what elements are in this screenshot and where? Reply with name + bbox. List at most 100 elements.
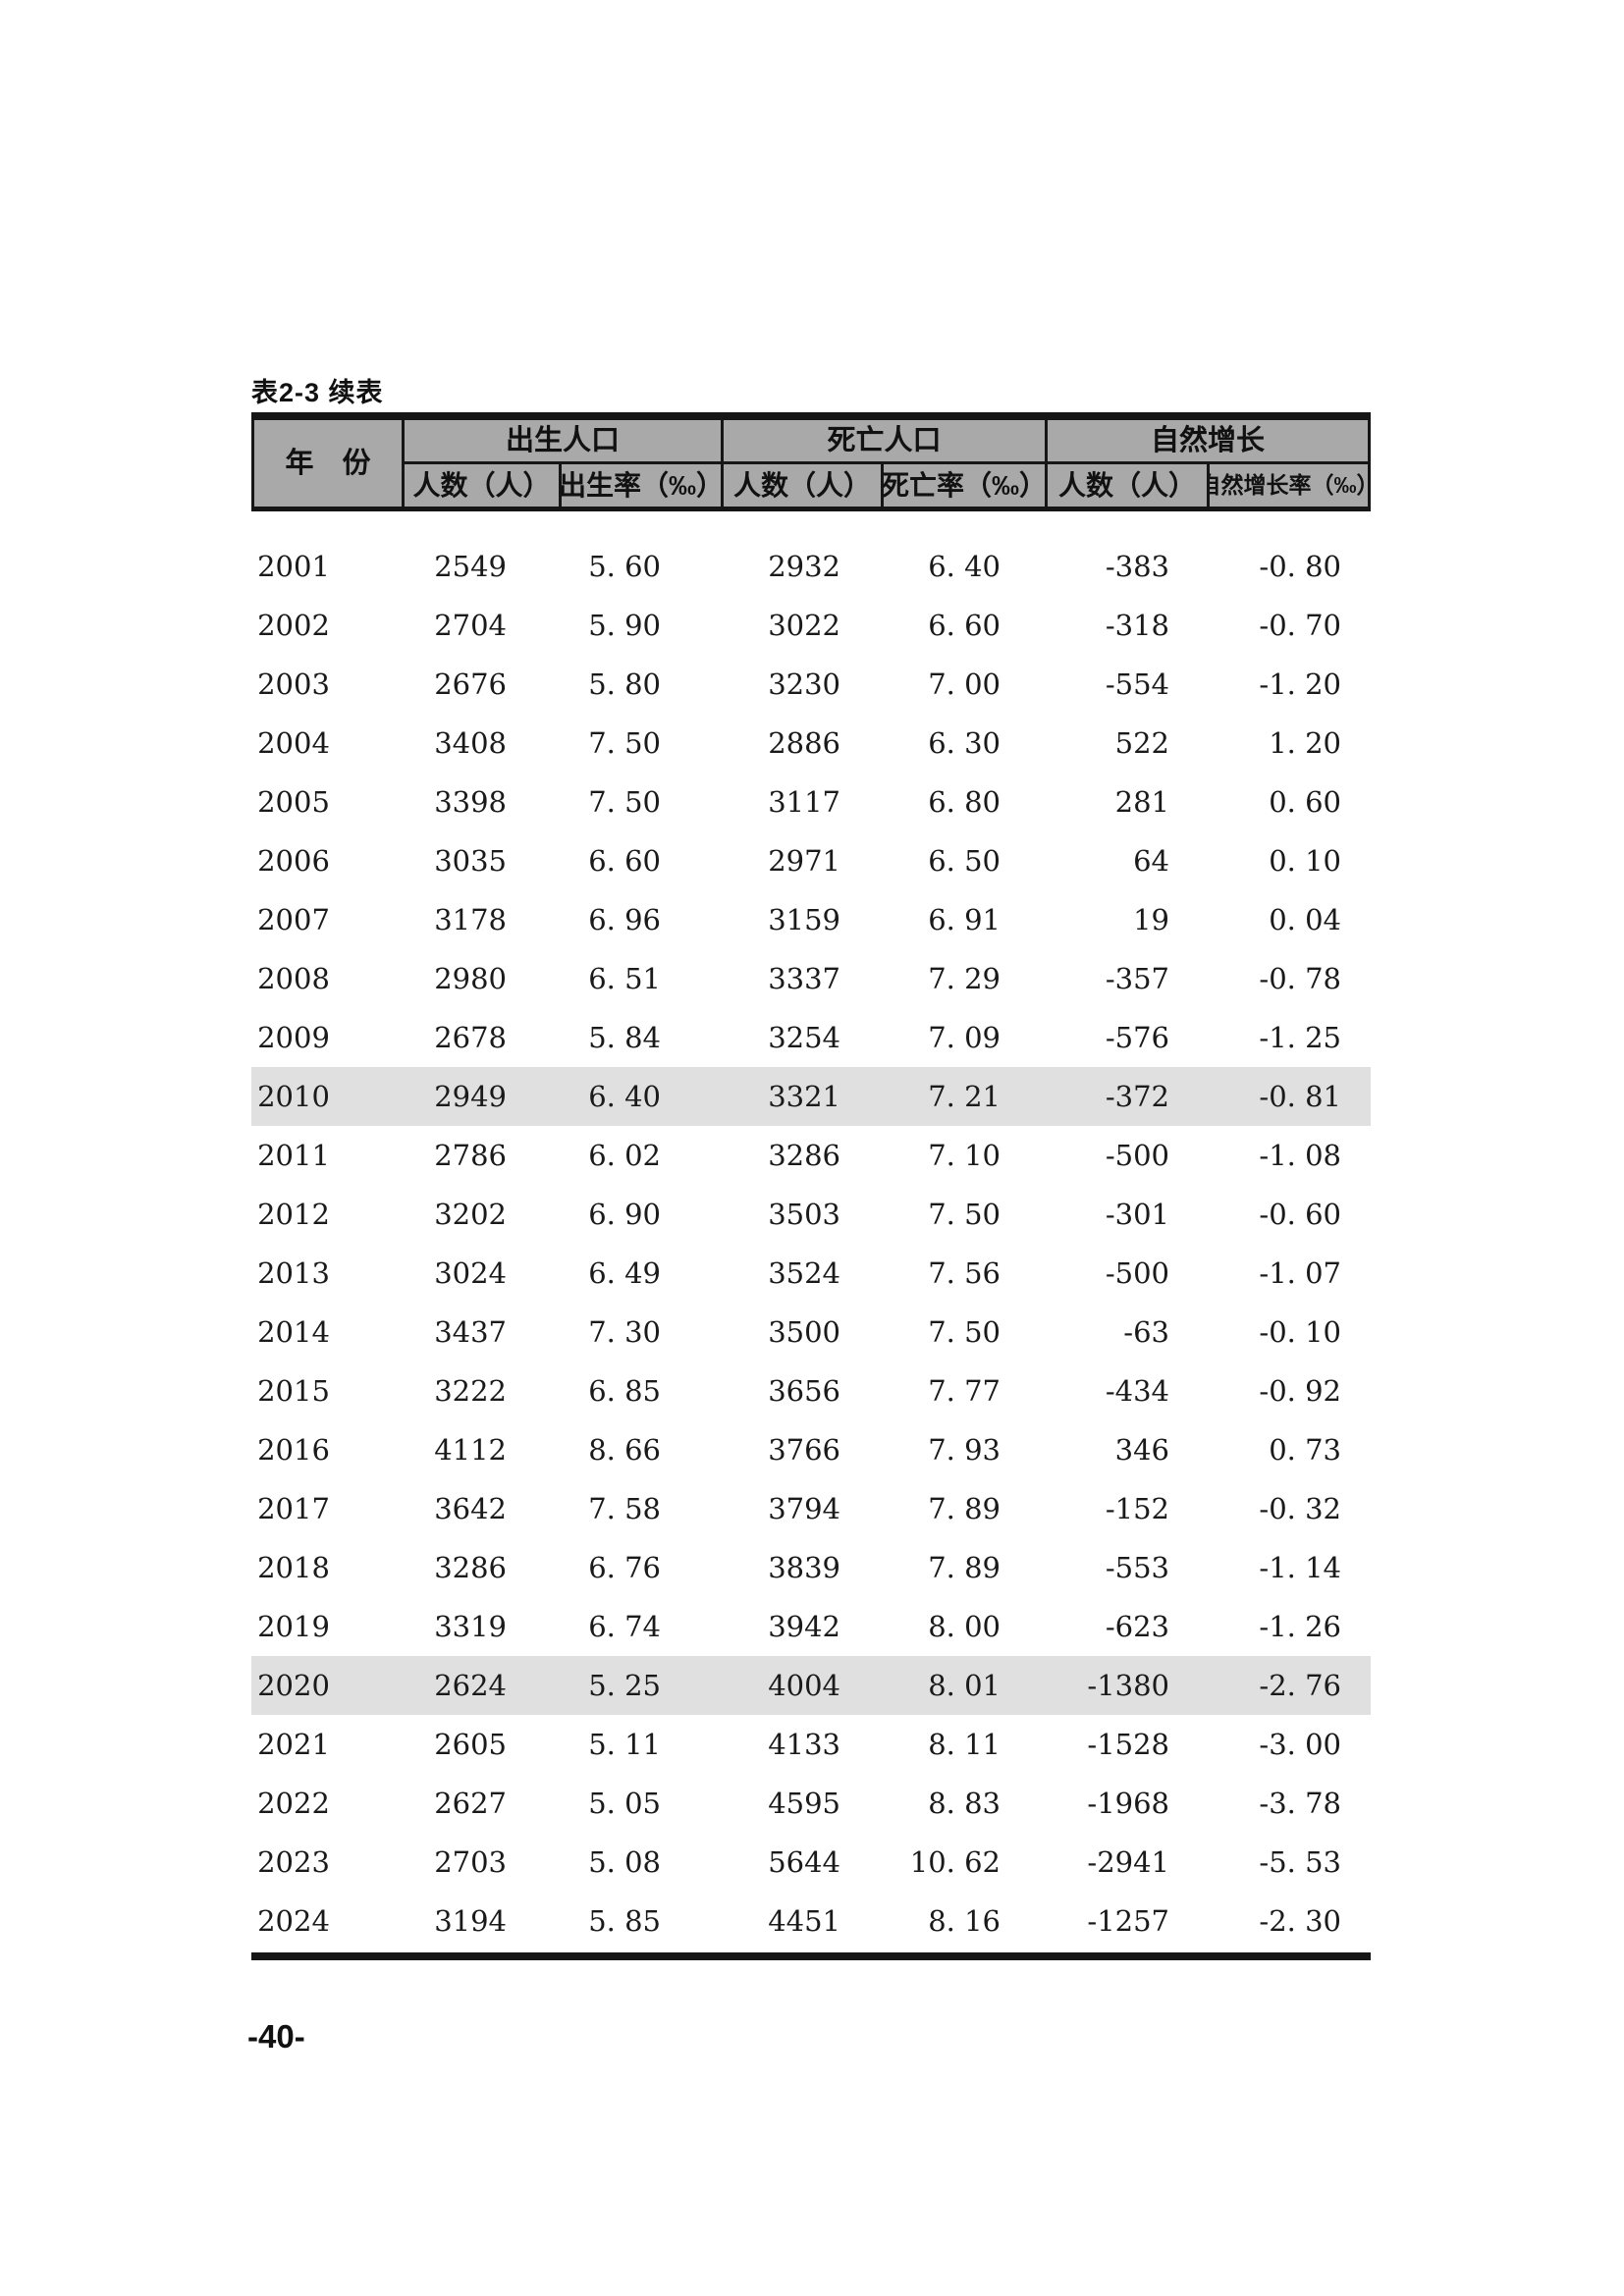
table-row: 2018 3286 6. 76 3839 7. 89 -553 -1. 14: [251, 1538, 1371, 1597]
birth-rate-cell: 7. 58: [588, 1491, 661, 1525]
death-rate-cell: 7. 50: [928, 1197, 1001, 1231]
birth-rate-cell: 5. 85: [588, 1903, 661, 1938]
death-rate-cell: 7. 21: [928, 1079, 1001, 1113]
growth-rate-cell: -5. 53: [1259, 1844, 1341, 1879]
growth-count-cell: -576: [1105, 1020, 1169, 1054]
birth-count-cell: 3222: [434, 1373, 507, 1408]
birth-rate-cell: 6. 51: [588, 961, 661, 995]
death-rate-cell: 6. 91: [928, 902, 1001, 936]
growth-count-cell: -434: [1105, 1373, 1169, 1408]
growth-rate-cell: -0. 78: [1259, 961, 1341, 995]
birth-count-cell: 2624: [434, 1668, 507, 1702]
table-row: 2013 3024 6. 49 3524 7. 56 -500 -1. 07: [251, 1244, 1371, 1303]
header-year: 年 份: [254, 420, 405, 507]
death-count-cell: 3942: [768, 1609, 840, 1643]
table-row: 2020 2624 5. 25 4004 8. 01 -1380 -2. 76: [251, 1656, 1371, 1715]
year-cell: 2006: [257, 843, 330, 878]
death-rate-cell: 7. 10: [928, 1138, 1001, 1172]
birth-rate-cell: 6. 60: [588, 843, 661, 878]
birth-count-cell: 2678: [434, 1020, 507, 1054]
death-rate-cell: 8. 11: [928, 1727, 1001, 1761]
year-cell: 2012: [257, 1197, 330, 1231]
death-count-cell: 4595: [768, 1786, 840, 1820]
birth-count-cell: 2949: [434, 1079, 507, 1113]
birth-count-cell: 3178: [434, 902, 507, 936]
year-cell: 2004: [257, 725, 330, 760]
birth-rate-cell: 5. 05: [588, 1786, 661, 1820]
death-count-cell: 3117: [768, 784, 840, 819]
death-count-cell: 5644: [768, 1844, 840, 1879]
growth-count-cell: -301: [1105, 1197, 1169, 1231]
birth-count-cell: 2676: [434, 667, 507, 701]
death-count-cell: 3230: [768, 667, 840, 701]
death-rate-cell: 6. 50: [928, 843, 1001, 878]
year-cell: 2017: [257, 1491, 330, 1525]
birth-rate-cell: 6. 90: [588, 1197, 661, 1231]
birth-rate-cell: 5. 08: [588, 1844, 661, 1879]
birth-count-cell: 3024: [434, 1255, 507, 1290]
table-row: 2016 4112 8. 66 3766 7. 93 346 0. 73: [251, 1420, 1371, 1479]
growth-rate-cell: -1. 20: [1259, 667, 1341, 701]
growth-rate-cell: -0. 60: [1259, 1197, 1341, 1231]
death-count-cell: 3159: [768, 902, 840, 936]
header-group-birth-population: 出生人口: [405, 420, 724, 464]
death-count-cell: 3766: [768, 1432, 840, 1467]
death-count-cell: 4133: [768, 1727, 840, 1761]
growth-rate-cell: -0. 80: [1259, 549, 1341, 583]
table-row: 2019 3319 6. 74 3942 8. 00 -623 -1. 26: [251, 1597, 1371, 1656]
table-row: 2005 3398 7. 50 3117 6. 80 281 0. 60: [251, 773, 1371, 831]
birth-count-cell: 2980: [434, 961, 507, 995]
growth-rate-cell: -0. 81: [1259, 1079, 1341, 1113]
death-rate-cell: 6. 80: [928, 784, 1001, 819]
death-count-cell: 3794: [768, 1491, 840, 1525]
table-row: 2009 2678 5. 84 3254 7. 09 -576 -1. 25: [251, 1008, 1371, 1067]
year-cell: 2014: [257, 1314, 330, 1349]
growth-count-cell: -63: [1123, 1314, 1169, 1349]
birth-count-cell: 2605: [434, 1727, 507, 1761]
growth-rate-cell: 1. 20: [1269, 725, 1341, 760]
birth-rate-cell: 7. 30: [588, 1314, 661, 1349]
death-count-cell: 3321: [768, 1079, 840, 1113]
year-cell: 2018: [257, 1550, 330, 1584]
growth-count-cell: -554: [1105, 667, 1169, 701]
birth-count-cell: 2703: [434, 1844, 507, 1879]
growth-rate-cell: 0. 60: [1269, 784, 1341, 819]
death-count-cell: 3503: [768, 1197, 840, 1231]
year-cell: 2022: [257, 1786, 330, 1820]
growth-rate-cell: -0. 32: [1259, 1491, 1341, 1525]
header-death-count: 人数（人）: [724, 464, 884, 507]
page-number: -40-: [247, 2018, 305, 2055]
year-cell: 2013: [257, 1255, 330, 1290]
birth-count-cell: 3202: [434, 1197, 507, 1231]
year-cell: 2021: [257, 1727, 330, 1761]
birth-rate-cell: 8. 66: [588, 1432, 661, 1467]
year-cell: 2023: [257, 1844, 330, 1879]
birth-rate-cell: 5. 60: [588, 549, 661, 583]
growth-count-cell: -1380: [1087, 1668, 1169, 1702]
birth-count-cell: 3035: [434, 843, 507, 878]
table-row: 2021 2605 5. 11 4133 8. 11 -1528 -3. 00: [251, 1715, 1371, 1774]
growth-count-cell: -318: [1105, 608, 1169, 642]
header-growth-rate: 自然增长率（‰）: [1210, 472, 1368, 498]
year-cell: 2020: [257, 1668, 330, 1702]
growth-rate-cell: -0. 92: [1259, 1373, 1341, 1408]
death-count-cell: 4004: [768, 1668, 840, 1702]
growth-rate-cell: -1. 25: [1259, 1020, 1341, 1054]
table-row: 2017 3642 7. 58 3794 7. 89 -152 -0. 32: [251, 1479, 1371, 1538]
birth-rate-cell: 5. 25: [588, 1668, 661, 1702]
death-count-cell: 3500: [768, 1314, 840, 1349]
table-row: 2015 3222 6. 85 3656 7. 77 -434 -0. 92: [251, 1362, 1371, 1420]
growth-count-cell: -383: [1105, 549, 1169, 583]
birth-count-cell: 3194: [434, 1903, 507, 1938]
year-cell: 2015: [257, 1373, 330, 1408]
birth-rate-cell: 6. 02: [588, 1138, 661, 1172]
year-cell: 2024: [257, 1903, 330, 1938]
death-rate-cell: 7. 77: [928, 1373, 1001, 1408]
growth-count-cell: -500: [1105, 1138, 1169, 1172]
table-row: 2004 3408 7. 50 2886 6. 30 522 1. 20: [251, 714, 1371, 773]
death-count-cell: 4451: [768, 1903, 840, 1938]
table-row: 2022 2627 5. 05 4595 8. 83 -1968 -3. 78: [251, 1774, 1371, 1833]
death-count-cell: 3839: [768, 1550, 840, 1584]
table-row: 2010 2949 6. 40 3321 7. 21 -372 -0. 81: [251, 1067, 1371, 1126]
